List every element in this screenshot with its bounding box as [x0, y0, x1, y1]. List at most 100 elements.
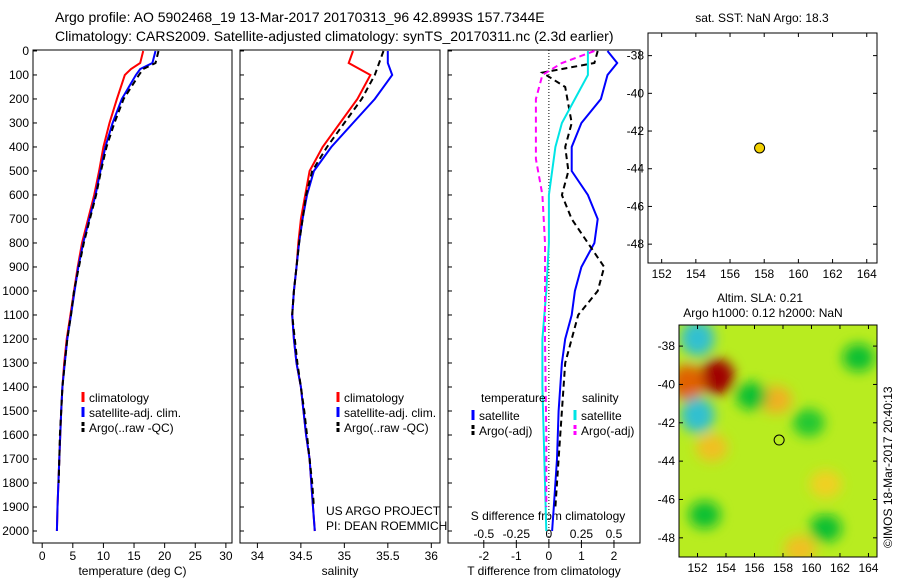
y-tick-label: 1900	[2, 500, 29, 514]
x-tick-label: 20	[158, 549, 172, 563]
y-tick-label: 1500	[2, 404, 29, 418]
legend-label: Argo(-adj)	[581, 424, 634, 438]
series-line-s-satellite	[541, 51, 589, 532]
y-tick-label: -38	[658, 339, 676, 353]
y-tick-label: -38	[627, 49, 645, 63]
sst-map-panel: sat. SST: NaN Argo: 18.3 152 154 156 158 160 1…	[627, 11, 878, 281]
x-tick-label: 0	[39, 549, 46, 563]
y-tick-label: -40	[658, 377, 676, 391]
sla-cell-high	[700, 358, 735, 395]
series-line-satellite-adj-clim-	[291, 51, 394, 532]
sla-heatmap	[679, 325, 875, 557]
sla-map-title-line1: Altim. SLA: 0.21	[717, 291, 803, 305]
argo-float-marker	[773, 434, 785, 446]
sla-cell-high	[679, 364, 705, 401]
series-line-climatology	[55, 50, 145, 532]
s-tick-label: -0.5	[473, 527, 494, 541]
sla-cell-mid-high	[695, 433, 728, 462]
x-tick-label: 152	[652, 267, 672, 281]
series-line-argo-raw-qc-	[291, 50, 385, 508]
x-tick-label: 30	[219, 549, 233, 563]
x-tick-label: 152	[688, 561, 708, 575]
legend-label: climatology	[89, 391, 149, 405]
sla-cell-mid-high	[784, 535, 817, 557]
x-tick-label: 35.5	[376, 549, 400, 563]
x-tick-label: 156	[744, 561, 764, 575]
y-tick-label: 1700	[2, 452, 29, 466]
imos-timestamp-label: ©IMOS 18-Mar-2017 20:40:13	[881, 386, 895, 548]
s-tick-label: 0	[546, 527, 553, 541]
y-tick-label: -40	[627, 86, 645, 100]
y-tick-label: 700	[9, 212, 29, 226]
sla-cell-low-mid	[735, 381, 768, 410]
x-tick-label: 34	[251, 549, 265, 563]
y-tick-label: 1400	[2, 380, 29, 394]
legend-label: satellite-adj. clim.	[344, 406, 436, 420]
x-axis-label: salinity	[322, 564, 359, 578]
plot-frame	[32, 49, 233, 544]
series-line-t-satellite	[551, 50, 619, 532]
s-tick-label: 0.5	[606, 527, 623, 541]
x-tick-label: 25	[189, 549, 203, 563]
x-tick-label: 156	[720, 267, 740, 281]
y-tick-label: 0	[22, 44, 29, 58]
y-tick-label: 1100	[3, 308, 29, 322]
x-tick-label: 10	[97, 549, 111, 563]
y-tick-label: -42	[627, 124, 645, 138]
y-tick-label: 100	[9, 68, 29, 82]
y-tick-label: 400	[9, 140, 29, 154]
argo-float-marker	[754, 142, 766, 154]
plot-frame	[239, 49, 441, 544]
x-tick-label: 154	[716, 561, 736, 575]
y-tick-label: 1300	[2, 356, 29, 370]
legend-label: Argo(..raw -QC)	[344, 421, 429, 435]
difference-profile-panel: -2 -1 0 1 2T difference from climatology -0.5…	[447, 49, 641, 578]
x-tick-label: 158	[754, 267, 774, 281]
y-tick-label: 800	[9, 236, 29, 250]
y-tick-label: -46	[627, 199, 645, 213]
legend-label: satellite	[479, 409, 520, 423]
sla-cell-mid-high	[759, 385, 792, 414]
x-tick-label: 162	[823, 267, 843, 281]
y-tick-label: -44	[658, 454, 676, 468]
y-tick-label: -42	[658, 416, 676, 430]
x-tick-label: 35	[338, 549, 352, 563]
sla-cell-low-mid	[792, 408, 825, 437]
annotation-pi: PI: DEAN ROEMMICH	[326, 519, 447, 533]
sla-cell-low	[680, 325, 715, 357]
y-tick-label: -44	[627, 162, 645, 176]
x-axis-label: temperature (deg C)	[78, 564, 186, 578]
x-tick-label: -1	[511, 549, 522, 563]
s-tick-label: 0.25	[570, 527, 594, 541]
x-tick-label: 164	[858, 561, 878, 575]
x-tick-label: 5	[69, 549, 76, 563]
y-tick-label: 500	[9, 164, 29, 178]
y-tick-label: 900	[9, 260, 29, 274]
sla-cell-low	[680, 397, 715, 434]
y-tick-label: -48	[627, 237, 645, 251]
plot-frame	[447, 49, 641, 544]
figure-title-line2: Climatology: CARS2009. Satellite-adjuste…	[55, 28, 614, 44]
legend-label: satellite-adj. clim.	[89, 406, 181, 420]
x-tick-label: 164	[857, 267, 877, 281]
x-tick-label: 15	[127, 549, 141, 563]
s-tick-label: -0.25	[503, 527, 531, 541]
y-tick-label: -48	[658, 531, 676, 545]
legend-label: Argo(..raw -QC)	[89, 421, 174, 435]
sla-cell-low-mid	[842, 343, 875, 372]
sst-map-title: sat. SST: NaN Argo: 18.3	[695, 11, 829, 25]
legend-label: climatology	[344, 391, 404, 405]
legend-heading-temperature: temperature	[481, 391, 546, 405]
x-tick-label: 160	[788, 267, 808, 281]
series-line-t-argo-adj-	[539, 50, 606, 508]
legend-label: satellite	[581, 409, 622, 423]
y-tick-label: 1000	[2, 284, 29, 298]
y-tick-label: 600	[9, 188, 29, 202]
x-tick-label: 162	[830, 561, 850, 575]
plot-frame	[678, 324, 878, 558]
sla-cell-low-mid	[688, 500, 721, 529]
x-tick-label: 160	[801, 561, 821, 575]
sla-map-title-line2: Argo h1000: 0.12 h2000: NaN	[683, 306, 842, 320]
legend-label: Argo(-adj)	[479, 424, 532, 438]
